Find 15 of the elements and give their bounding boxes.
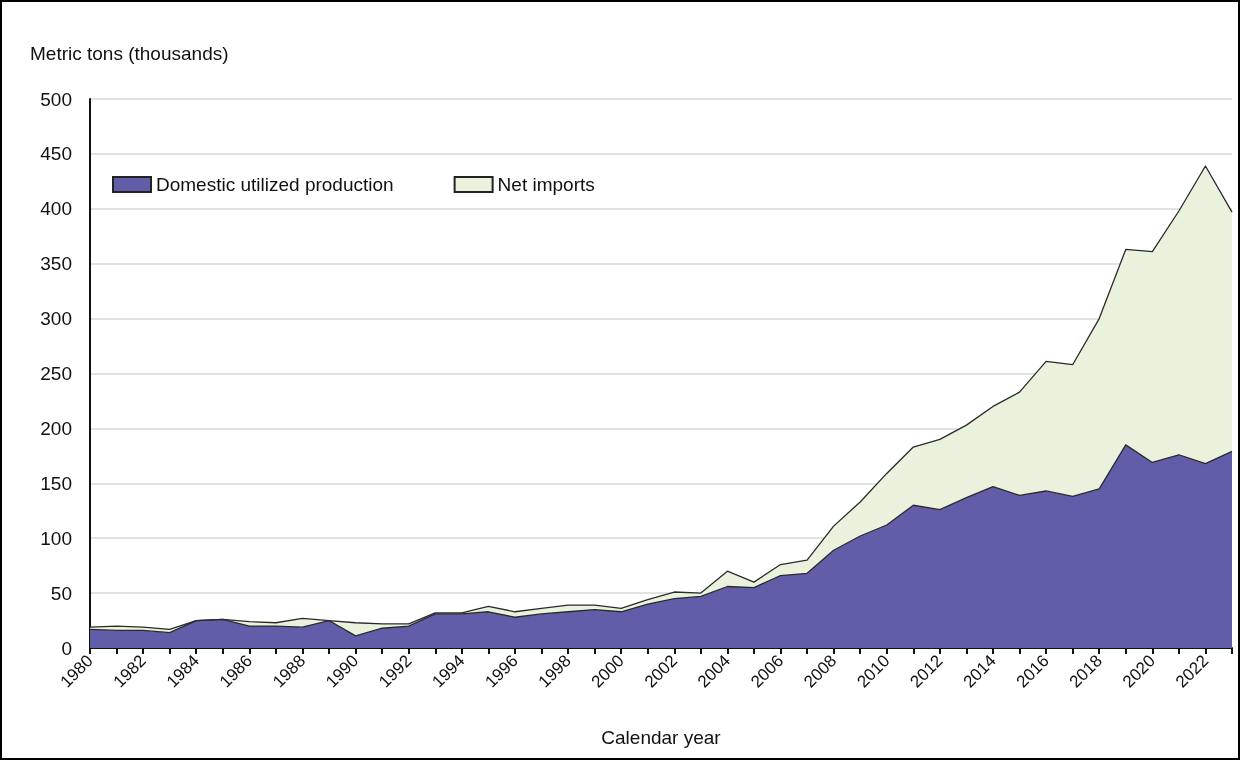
y-tick-label: 150 — [40, 472, 72, 494]
y-tick-label: 50 — [50, 582, 72, 604]
y-tick-label: 400 — [40, 198, 72, 220]
y-tick-label: 0 — [61, 637, 72, 659]
y-tick-label: 350 — [40, 253, 72, 275]
legend-label: Domestic utilized production — [156, 174, 394, 195]
y-tick-label: 300 — [40, 308, 72, 330]
y-tick-label: 500 — [40, 88, 72, 110]
y-tick-label: 200 — [40, 417, 72, 439]
legend-label: Net imports — [497, 174, 595, 195]
x-axis-title: Calendar year — [601, 727, 722, 748]
y-tick-label: 450 — [40, 143, 72, 165]
y-tick-label: 100 — [40, 527, 72, 549]
y-tick-label: 250 — [40, 363, 72, 384]
y-axis-title: Metric tons (thousands) — [30, 43, 229, 64]
